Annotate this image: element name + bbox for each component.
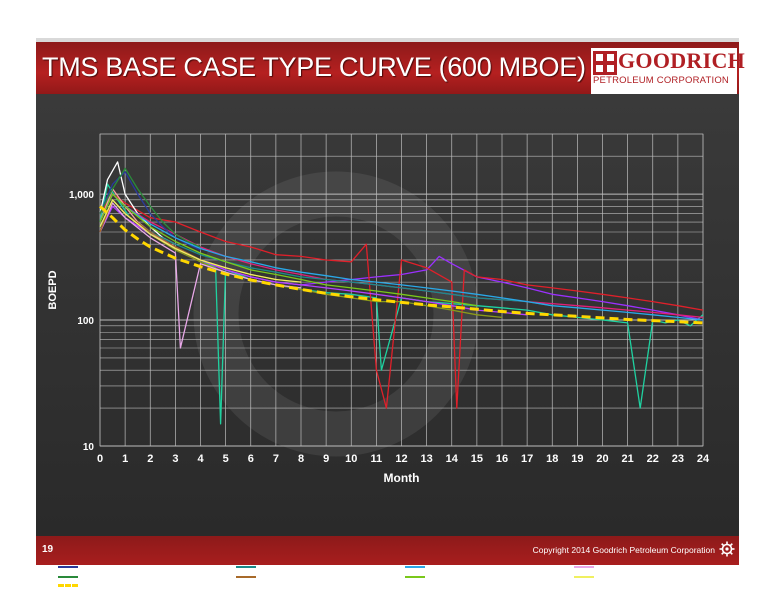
x-tick-label: 15: [471, 453, 483, 465]
legend-label: GDP - CH Lewis 30-19H-1: [261, 563, 344, 571]
chart-area: 0 1 2 3 4 5 6 7 8 9 10 11 12 13 14 15 16 17 18 19 20 21 22 23 24…: [36, 94, 739, 589]
slide: TMS BASE CASE TYPE CURVE (600 MBOE) GOOD…: [36, 38, 745, 589]
gear-icon: [719, 541, 735, 557]
legend-swatch: [236, 566, 256, 569]
type-curve-chart: 0 1 2 3 4 5 6 7 8 9 10 11 12 13 14 15 16 17 18 19 20 21 22 23 24…: [47, 133, 710, 485]
series-line-15: [99, 199, 302, 283]
y-tick-label: 1,000: [69, 190, 94, 201]
legend-swatch: [405, 566, 425, 569]
logo-subtitle: PETROLEUM CORPORATION: [593, 75, 729, 86]
legend-label: GDP - SLC 81H-1: [430, 572, 486, 580]
x-tick-label: 1: [122, 453, 128, 465]
x-tick-label: 7: [273, 453, 279, 465]
company-logo: GOODRICH PETROLEUM CORPORATION: [591, 48, 745, 94]
x-tick-label: 13: [421, 453, 433, 465]
page-number: 19: [42, 544, 54, 555]
legend-label: Base Case TMS TC (600 Mboe): [83, 581, 183, 589]
x-tick-label: 2: [147, 453, 153, 465]
x-tick-label: 14: [446, 453, 459, 465]
legend-swatch: [574, 575, 594, 578]
x-tick-label: 6: [248, 453, 254, 465]
x-tick-label: 5: [223, 453, 229, 465]
title-band: TMS BASE CASE TYPE CURVE (600 MBOE) GOOD…: [36, 38, 745, 98]
y-tick-label: 10: [83, 442, 95, 453]
footer-band: 19 Copyright 2014 Goodrich Petroleum Cor…: [36, 536, 739, 565]
legend-label: GDP - Beech Grove 94H-1: [599, 572, 683, 580]
y-axis-label: BOEPD: [47, 270, 59, 309]
series-line-10: [99, 193, 704, 321]
series-line-14: [99, 193, 478, 307]
copyright-text: Copyright 2014 Goodrich Petroleum Corpor…: [532, 545, 715, 555]
x-tick-label: 3: [172, 453, 178, 465]
x-tick-label: 23: [672, 453, 684, 465]
x-tick-label: 8: [298, 453, 304, 465]
legend-swatch: [574, 566, 594, 569]
watermark-gear-icon: [193, 171, 479, 457]
legend-label: GDP - Denkman 33-28H-2: [261, 572, 344, 580]
x-tick-label: 21: [622, 453, 634, 465]
logo-wordmark: GOODRICH: [618, 48, 746, 73]
legend-swatch: [58, 583, 78, 587]
x-tick-label: 10: [345, 453, 357, 465]
series-line-3: [99, 161, 176, 245]
x-tick-label: 17: [521, 453, 533, 465]
y-tick-label: 100: [77, 316, 94, 327]
legend-label: GDP - Blades 33H-1: [430, 563, 494, 571]
x-tick-label: 20: [596, 453, 608, 465]
x-axis-label: Month: [384, 471, 420, 485]
x-tick-label: 22: [647, 453, 659, 465]
x-tick-label: 0: [97, 453, 103, 465]
legend-label: ECA - Lewis 7-18H-1: [83, 572, 149, 580]
x-tick-label: 12: [395, 453, 407, 465]
x-tick-label: 24: [697, 453, 710, 465]
series-line-12: [99, 167, 201, 248]
x-tick-label: 18: [546, 453, 558, 465]
legend-swatch: [58, 575, 78, 578]
legend-swatch: [58, 566, 78, 569]
series-line-16: [98, 205, 704, 325]
x-tick-label: 9: [323, 453, 329, 465]
x-tick-label: 16: [496, 453, 508, 465]
legend-label: ECA - Lyons 35H-2: [599, 563, 659, 571]
series-line-8: [99, 171, 201, 251]
legend-swatch: [405, 575, 425, 578]
series-line-2: [99, 193, 704, 409]
x-tick-label: 4: [197, 453, 204, 465]
series-line-11: [99, 202, 302, 349]
slide-title: TMS BASE CASE TYPE CURVE (600 MBOE): [42, 52, 586, 82]
logo-mark-icon: [593, 51, 617, 75]
x-tick-label: 19: [571, 453, 583, 465]
legend-label: Non-Operated #1: [83, 563, 138, 571]
x-tick-label: 11: [371, 453, 383, 465]
legend-swatch: [236, 575, 256, 578]
